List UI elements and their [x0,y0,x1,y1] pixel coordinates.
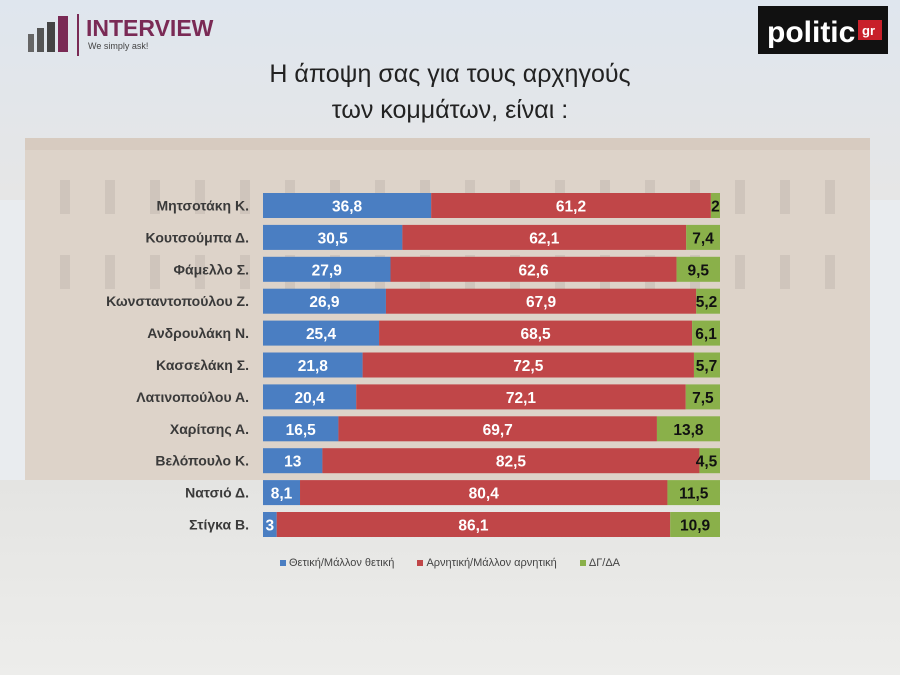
interview-name: INTERVIEW [86,15,214,41]
data-label-dk: 5,2 [696,294,718,311]
data-label-negative: 82,5 [496,454,527,471]
category-label: Ανδρουλάκη Ν. [147,325,249,341]
category-label: Φάμελλο Σ. [174,261,249,277]
bar-segment-negative [390,256,677,282]
data-label-negative: 86,1 [458,518,489,535]
bar-segment-dk [686,224,720,250]
data-label-dk: 5,7 [696,358,718,375]
data-label-negative: 80,4 [469,486,500,503]
data-label-positive: 21,8 [298,358,329,375]
bar-segment-dk [676,256,720,282]
bar-segment-negative [402,224,687,250]
bar-segment-negative [356,384,686,410]
data-label-negative: 68,5 [521,326,552,343]
legend-item-negative: Αρνητική/Μάλλον αρνητική [417,557,557,569]
chart-legend: Θετική/Μάλλον θετική Αρνητική/Μάλλον αρν… [0,557,900,569]
bar-segment-negative [276,512,671,537]
bar-segment-positive [263,480,301,506]
category-label: Μητσοτάκη Κ. [156,198,249,214]
category-label: Κουτσούμπα Δ. [146,229,249,245]
category-label: Βελόπουλο Κ. [155,453,249,469]
data-label-positive: 13 [284,454,302,471]
legend-swatch-positive [279,560,286,567]
bar-segment-positive [263,416,339,442]
interview-logo-graphic: INTERVIEW We simply ask! [28,14,214,56]
data-label-negative: 69,7 [483,422,513,439]
data-label-negative: 62,6 [518,262,549,279]
politic-logo: politic gr [758,6,888,54]
bar-segment-negative [338,416,657,442]
chart-title-line2: των κομμάτων, είναι : [331,96,569,124]
category-label: Νατσιό Δ. [185,485,249,501]
legend-label-negative: Αρνητική/Μάλλον αρνητική [426,557,557,569]
bar-segment-dk [667,480,720,506]
data-label-negative: 62,1 [529,230,560,247]
bar-segment-negative [362,352,694,378]
data-label-dk: 2 [711,199,720,216]
bar-segment-positive [263,384,357,410]
data-label-positive: 16,5 [286,422,317,439]
bar-segment-positive [263,512,277,537]
chart-title-line1: Η άποψη σας για τους αρχηγούς [269,60,631,88]
bar-segment-positive [263,224,403,250]
data-label-dk: 7,4 [692,230,714,247]
legend-item-positive: Θετική/Μάλλον θετική [279,557,395,569]
bar-segment-positive [263,448,323,474]
legend-label-positive: Θετική/Μάλλον θετική [288,557,395,569]
bar-segment-positive [263,320,380,346]
data-label-positive: 36,8 [332,199,363,216]
data-label-positive: 25,4 [306,326,337,343]
data-label-negative: 67,9 [526,294,557,311]
data-label-positive: 26,9 [309,294,340,311]
data-label-positive: 3 [266,518,275,535]
stacked-bar-chart: Μητσοτάκη Κ. 36,8 61,2 2 Κουτσούμπα Δ. 30,5 62… [106,193,720,537]
bar-segment-negative [322,448,700,474]
interview-logo: INTERVIEW We simply ask! [28,12,228,61]
bar-segment-negative [431,193,711,218]
politic-suffix: gr [862,23,875,38]
legend-swatch-dk [579,560,586,567]
data-label-dk: 7,5 [692,390,714,407]
data-label-positive: 30,5 [318,230,349,247]
data-label-positive: 27,9 [312,262,343,279]
data-label-positive: 20,4 [295,390,326,407]
data-label-dk: 9,5 [688,262,710,279]
bar-segment-positive [263,288,386,314]
category-label: Λατινοπούλου Α. [136,389,249,405]
data-label-negative: 72,1 [506,390,537,407]
data-label-dk: 13,8 [673,422,704,439]
bar-segment-positive [263,352,363,378]
bar-segment-negative [300,480,668,506]
category-label: Κωνσταντοπούλου Ζ. [106,293,249,309]
politic-name: politic [767,16,855,49]
bar-segment-dk [710,193,720,218]
bar-segment-positive [263,193,432,218]
bar-segment-dk [693,352,720,378]
bar-segment-dk [699,448,720,474]
bar-segment-positive [263,256,391,282]
bar-segment-dk [656,416,720,442]
bar-segment-negative [379,320,693,346]
category-label: Χαρίτσης Α. [170,421,249,437]
bar-segment-negative [385,288,697,314]
interview-tagline: We simply ask! [88,41,148,51]
bar-segment-dk [692,320,720,346]
data-label-dk: 6,1 [695,326,717,343]
bar-segment-dk [670,512,720,537]
data-label-negative: 72,5 [513,358,544,375]
bar-segment-dk [696,288,720,314]
data-label-negative: 61,2 [556,199,586,216]
category-label: Στίγκα Β. [189,517,249,533]
bar-segment-dk [685,384,720,410]
data-label-positive: 8,1 [271,486,293,503]
legend-label-dk: ΔΓ/ΔΑ [588,557,621,569]
data-label-dk: 4,5 [696,454,718,471]
category-label: Κασσελάκη Σ. [156,357,249,373]
data-label-dk: 11,5 [679,486,709,503]
legend-item-dk: ΔΓ/ΔΑ [579,557,621,569]
data-label-dk: 10,9 [680,518,711,535]
legend-swatch-negative [417,560,424,567]
